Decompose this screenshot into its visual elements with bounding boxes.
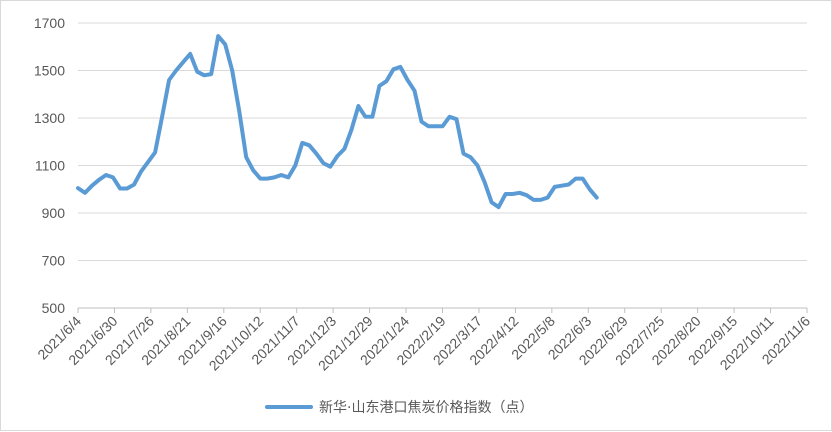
gridlines [78, 22, 807, 261]
y-tick-label: 500 [42, 300, 66, 316]
y-tick-label: 1500 [34, 63, 65, 79]
series-line-0 [76, 34, 599, 210]
y-tick-label: 700 [42, 253, 66, 269]
legend-label: 新华·山东港口焦炭价格指数（点） [319, 400, 533, 416]
legend: 新华·山东港口焦炭价格指数（点） [265, 400, 533, 416]
x-axis-ticks: 2021/6/42021/6/302021/7/262021/8/212021/… [34, 308, 813, 374]
y-tick-label: 1700 [34, 15, 65, 31]
y-axis-ticks: 500 700 900 1100 1300 1500 1700 [34, 15, 65, 316]
series-lines [76, 34, 599, 210]
y-tick-label: 900 [42, 205, 66, 221]
y-tick-label: 1300 [34, 110, 65, 126]
y-tick-label: 1100 [35, 158, 65, 174]
